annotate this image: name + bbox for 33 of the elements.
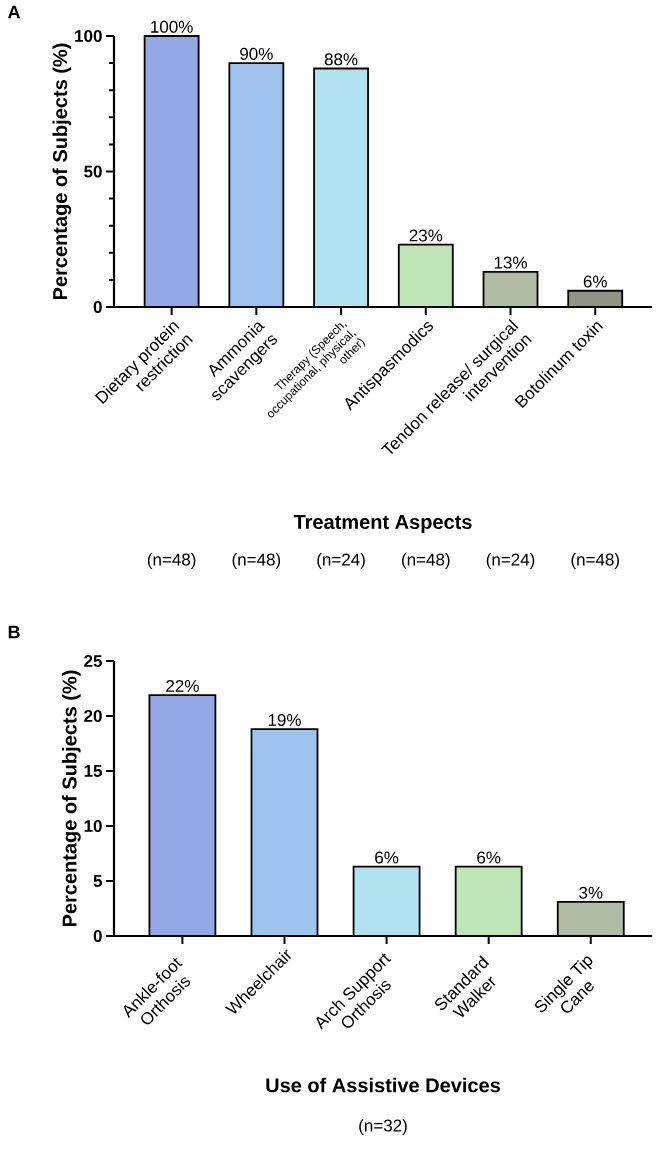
data-label: 13% (494, 256, 527, 269)
y-tick-label: 25 (84, 654, 102, 668)
data-label: 100% (151, 20, 193, 33)
y-tick-label: 0 (93, 929, 102, 943)
text: (n=32) (359, 1119, 407, 1135)
data-label: 6% (375, 851, 399, 864)
y-tick-label: 20 (84, 709, 102, 723)
data-label: 23% (409, 229, 443, 242)
y-tick-label: 0 (93, 300, 102, 314)
y-tick-label: 15 (84, 765, 102, 777)
data-label: 3% (579, 886, 603, 899)
text: (n=48) (147, 553, 196, 569)
y-tick-label: 50 (84, 165, 102, 178)
y-axis-title: Percentage of Subjects (%) (61, 670, 81, 927)
data-label: 22% (166, 679, 199, 692)
y-tick-label: 5 (93, 875, 102, 887)
text: (n=48) (571, 553, 619, 569)
data-label: 90% (240, 47, 273, 60)
data-label: 6% (583, 275, 607, 288)
data-label: 19% (268, 713, 301, 727)
text: (n=48) (232, 553, 281, 569)
chart-title: A (7, 5, 21, 19)
chart-title: B (8, 625, 20, 639)
x-axis-title: Treatment Aspects (293, 515, 472, 533)
data-label: 6% (477, 851, 501, 864)
data-label: 88% (324, 53, 358, 66)
y-tick-label: 10 (84, 819, 102, 833)
y-axis-title: Percentage of Subjects (%) (52, 43, 72, 300)
text: (n=24) (317, 553, 365, 569)
x-axis-title: Use of Assistive Devices (266, 1077, 500, 1093)
text: (n=24) (486, 553, 535, 569)
y-tick-label: 100 (75, 29, 102, 43)
text: (n=48) (402, 553, 450, 569)
